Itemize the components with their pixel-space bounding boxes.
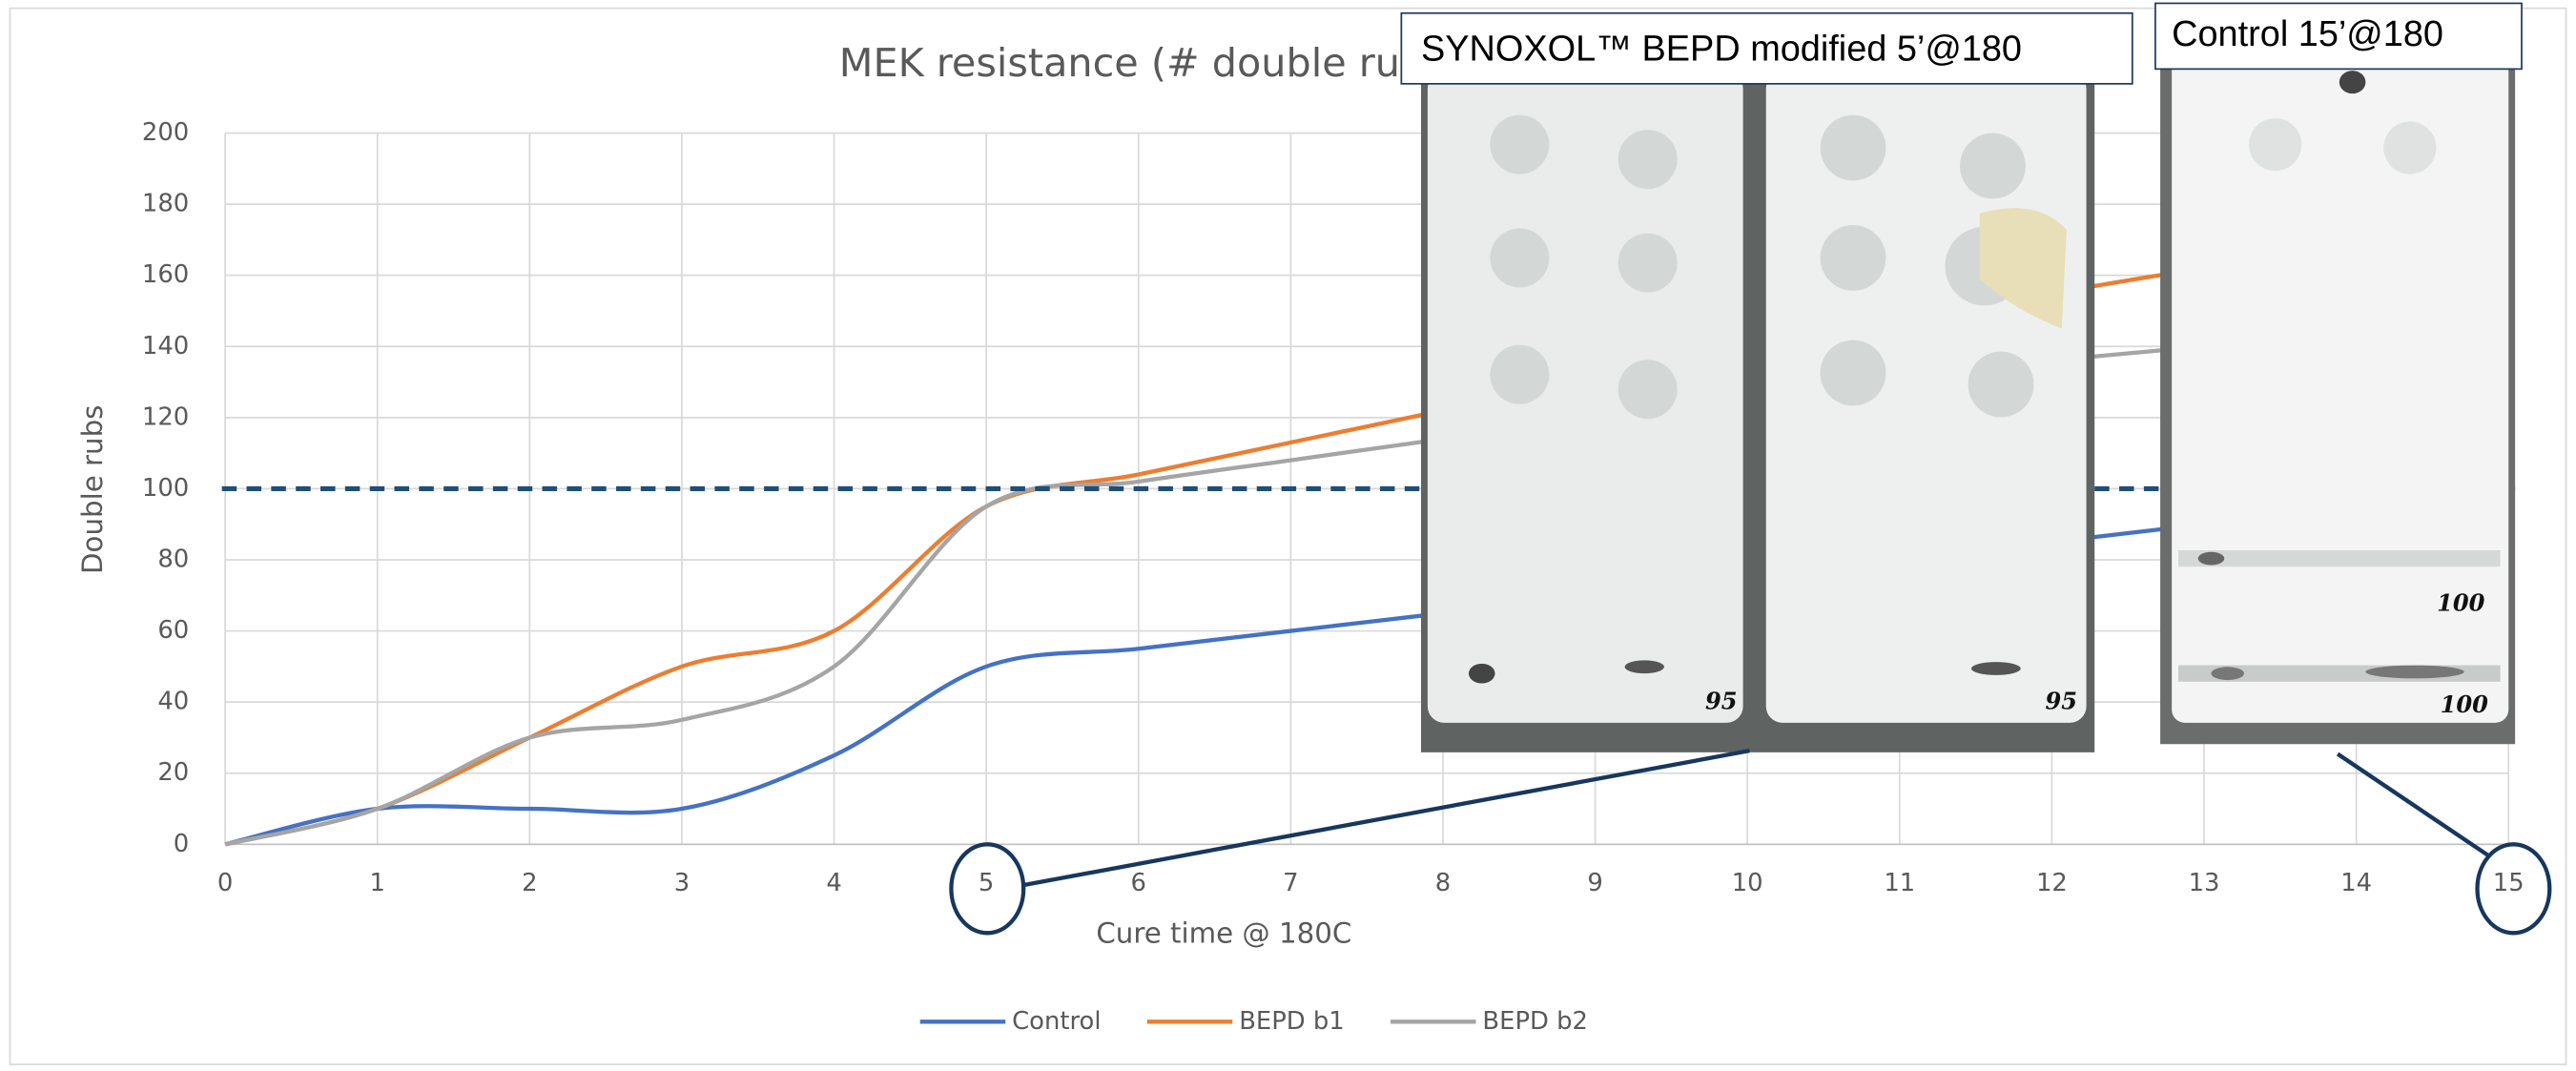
y-tick-label: 60 — [157, 616, 189, 645]
y-tick-label: 140 — [142, 332, 189, 360]
x-tick-label: 2 — [522, 869, 537, 897]
y-axis-label: Double rubs — [76, 405, 109, 574]
x-tick-label: 6 — [1131, 869, 1146, 897]
x-tick-label: 15 — [2493, 869, 2524, 897]
x-tick-label: 13 — [2189, 869, 2220, 897]
x-tick-label: 12 — [2036, 869, 2068, 897]
x-tick-label: 4 — [826, 869, 841, 897]
y-tick-label: 20 — [157, 758, 189, 787]
callout-label: Control 15’@180 — [2172, 14, 2443, 54]
y-tick-label: 80 — [157, 545, 189, 573]
y-tick-label: 0 — [174, 830, 189, 858]
x-tick-label: 10 — [1732, 869, 1763, 897]
x-axis-label: Cure time @ 180C — [1096, 917, 1351, 950]
y-tick-label: 200 — [142, 118, 189, 147]
photo-note: 100 — [2437, 588, 2485, 616]
photo-note: 100 — [2441, 690, 2489, 718]
legend: Control BEPD b1 BEPD b2 — [920, 1007, 1588, 1036]
y-tick-label: 100 — [142, 474, 189, 503]
x-tick-label: 9 — [1587, 869, 1602, 897]
x-tick-label: 0 — [217, 869, 233, 897]
photo-panel: 100 100 — [2160, 32, 2515, 744]
chart: 0204060801001201401601802000123456789101… — [0, 0, 2576, 1071]
y-tick-label: 120 — [142, 402, 189, 431]
callout-label: SYNOXOL™ BEPD modified 5’@180 — [1421, 29, 2022, 69]
photo-note: 95 — [2046, 688, 2078, 715]
chart-title: MEK resistance (# double rubs) — [839, 40, 1461, 86]
x-tick-label: 3 — [674, 869, 690, 897]
photo-panel: 95 95 — [1421, 66, 2094, 752]
x-tick-label: 5 — [979, 869, 994, 897]
x-tick-label: 1 — [370, 869, 385, 897]
y-tick-label: 160 — [142, 260, 189, 289]
x-tick-label: 8 — [1435, 869, 1451, 897]
legend-label: BEPD b2 — [1482, 1007, 1588, 1036]
y-tick-label: 40 — [157, 688, 189, 716]
photo-note: 95 — [1705, 688, 1738, 715]
legend-label: BEPD b1 — [1239, 1007, 1345, 1036]
legend-label: Control — [1012, 1007, 1101, 1036]
x-tick-label: 14 — [2340, 869, 2372, 897]
y-tick-label: 180 — [142, 190, 189, 218]
x-tick-label: 7 — [1283, 869, 1298, 897]
x-tick-label: 11 — [1884, 869, 1915, 897]
